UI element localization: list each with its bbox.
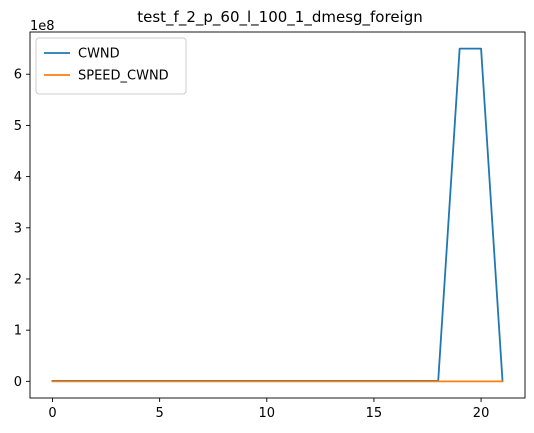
y-tick-label: 6 (14, 68, 22, 83)
plot-area: 0 5 10 15 20 0 1 2 3 4 5 6 (14, 31, 526, 421)
legend: CWND SPEED_CWND (35, 37, 187, 95)
x-tick-label: 10 (259, 406, 276, 421)
y-tick-label: 5 (14, 119, 22, 134)
axes-frame (29, 31, 526, 399)
y-tick-label: 3 (14, 221, 22, 236)
legend-label: SPEED_CWND (78, 69, 169, 84)
x-tick-label: 15 (366, 406, 383, 421)
legend-label: CWND (78, 47, 120, 62)
y-tick-label: 4 (14, 170, 22, 185)
series-line-cwnd (51, 47, 504, 382)
x-tick-label: 20 (473, 406, 490, 421)
y-axis-offset-label: 1e8 (30, 19, 55, 34)
y-tick-label: 2 (14, 272, 22, 287)
y-tick-label: 0 (14, 375, 22, 390)
chart-title: test_f_2_p_60_l_100_1_dmesg_foreign (137, 8, 423, 27)
x-tick-label: 5 (156, 406, 164, 421)
x-tick-label: 0 (48, 406, 56, 421)
legend-box (35, 37, 187, 95)
y-tick-label: 1 (14, 324, 22, 339)
